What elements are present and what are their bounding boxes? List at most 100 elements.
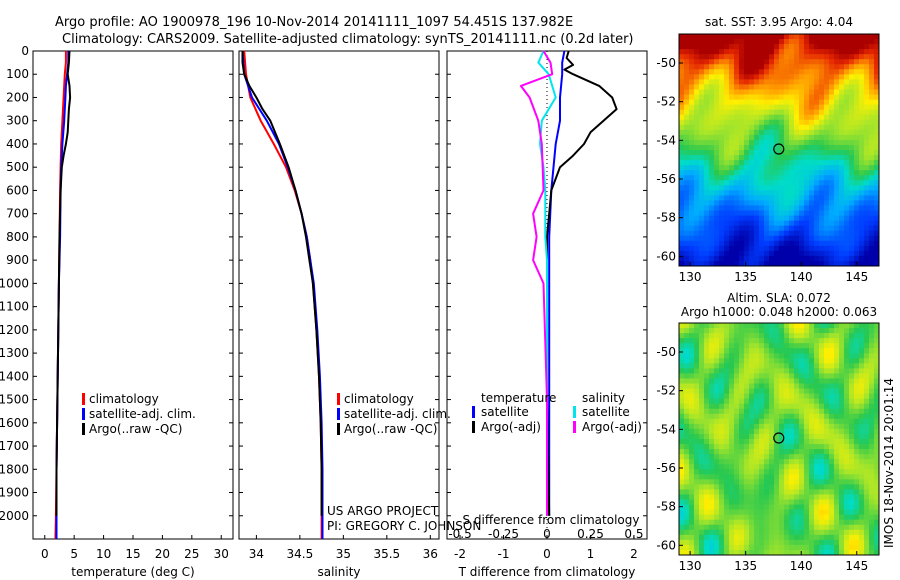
sst-map-cell (779, 170, 785, 176)
sla-map-cell (699, 338, 705, 344)
sla-map-cell (749, 469, 755, 475)
sst-map-cell (844, 114, 850, 121)
sst-map-cell (739, 150, 745, 156)
sst-map-cell (864, 170, 870, 176)
sst-map-cell (709, 180, 715, 186)
sla-map-cell (849, 393, 855, 400)
sla-map-cell (844, 418, 850, 425)
sst-map-cell (794, 200, 800, 206)
sla-map-cell (719, 408, 725, 415)
sst-map-cell (814, 129, 820, 136)
sst-map-cell (854, 250, 860, 257)
sst-map-cell (779, 124, 785, 131)
sst-map-cell (854, 180, 860, 186)
sla-map-cell (829, 489, 835, 495)
sla-map-cell (739, 539, 745, 546)
sst-map-cell (754, 119, 760, 126)
sla-map-cell (799, 459, 805, 465)
depth-tick-label: 200 (6, 90, 29, 104)
sla-map-cell (859, 444, 865, 450)
sst-map-cell (739, 79, 745, 85)
sst-map-cell (684, 94, 690, 100)
sla-map-cell (769, 494, 775, 500)
sst-map-cell (854, 74, 860, 80)
sst-map-cell (854, 114, 860, 121)
sla-map-cell (699, 333, 705, 339)
sla-map-cell (729, 464, 735, 470)
sst-map-cell (774, 59, 780, 65)
sst-map-cell (809, 119, 815, 126)
sst-map-cell (729, 39, 735, 45)
sst-map-cell (874, 260, 880, 267)
sst-map-cell (819, 64, 825, 70)
sst-map-cell (819, 119, 825, 126)
sla-map-cell (819, 524, 825, 531)
sla-map-cell (859, 479, 865, 485)
sla-map-cell (794, 464, 800, 470)
sst-map-cell (779, 44, 785, 50)
sst-map-cell (819, 114, 825, 121)
sla-map-cell (874, 529, 880, 536)
sst-map-cell (729, 175, 735, 181)
sst-map-cell (824, 39, 830, 45)
sst-map-cell (874, 150, 880, 156)
sla-map-cell (734, 474, 740, 480)
sst-map-cell (719, 205, 725, 211)
sst-map-cell (694, 245, 700, 252)
sst-map-cell (739, 89, 745, 95)
sla-map-cell (769, 328, 775, 334)
sst-map-cell (734, 210, 740, 216)
sst-map-cell (804, 205, 810, 211)
sla-map-cell (794, 499, 800, 505)
sla-map-cell (744, 333, 750, 339)
sla-map-cell (794, 539, 800, 546)
sla-map-cell (859, 393, 865, 400)
sla-map-cell (744, 544, 750, 551)
sla-map-cell (679, 378, 685, 384)
sla-map-cell (719, 539, 725, 546)
sst-map-cell (804, 150, 810, 156)
sla-map-cell (814, 403, 820, 410)
sla-map-cell (829, 529, 835, 536)
sst-map-cell (799, 99, 805, 106)
sst-map-cell (829, 79, 835, 85)
sla-map-cell (754, 464, 760, 470)
sla-map-cell (844, 464, 850, 470)
sla-map-cell (704, 388, 710, 395)
sst-map-cell (759, 195, 765, 201)
sst-map-cell (739, 255, 745, 262)
sla-map-cell (749, 363, 755, 369)
sla-map-cell (774, 544, 780, 551)
sla-map-cell (809, 544, 815, 551)
difference-xlabel-s: S difference from climatology (463, 513, 640, 527)
sla-map-cell (809, 509, 815, 516)
sla-map-cell (849, 358, 855, 364)
sla-map-cell (809, 348, 815, 354)
sla-map-cell (764, 444, 770, 450)
sst-map-cell (749, 34, 755, 40)
sst-map-cell (729, 114, 735, 121)
sst-map-cell (724, 74, 730, 80)
sst-map-cell (859, 245, 865, 252)
sla-map-cell (764, 464, 770, 470)
sst-map-cell (724, 134, 730, 141)
sla-map-cell (809, 459, 815, 465)
sst-map-cell (854, 200, 860, 206)
sla-map-cell (854, 358, 860, 364)
sla-map-cell (819, 373, 825, 379)
sst-map-cell (869, 104, 875, 111)
sst-map-cell (719, 215, 725, 222)
sst-map-cell (739, 99, 745, 106)
sla-map-cell (739, 408, 745, 415)
sla-map-cell (824, 479, 830, 485)
sla-map-cell (824, 459, 830, 465)
sla-map-cell (734, 539, 740, 546)
sla-map-cell (769, 393, 775, 400)
sla-map-cell (864, 459, 870, 465)
sla-map-cell (769, 539, 775, 546)
sst-map-cell (869, 84, 875, 90)
sst-map-cell (724, 250, 730, 257)
sst-map-cell (749, 104, 755, 111)
sla-map-cell (704, 469, 710, 475)
sla-map-cell (774, 514, 780, 521)
